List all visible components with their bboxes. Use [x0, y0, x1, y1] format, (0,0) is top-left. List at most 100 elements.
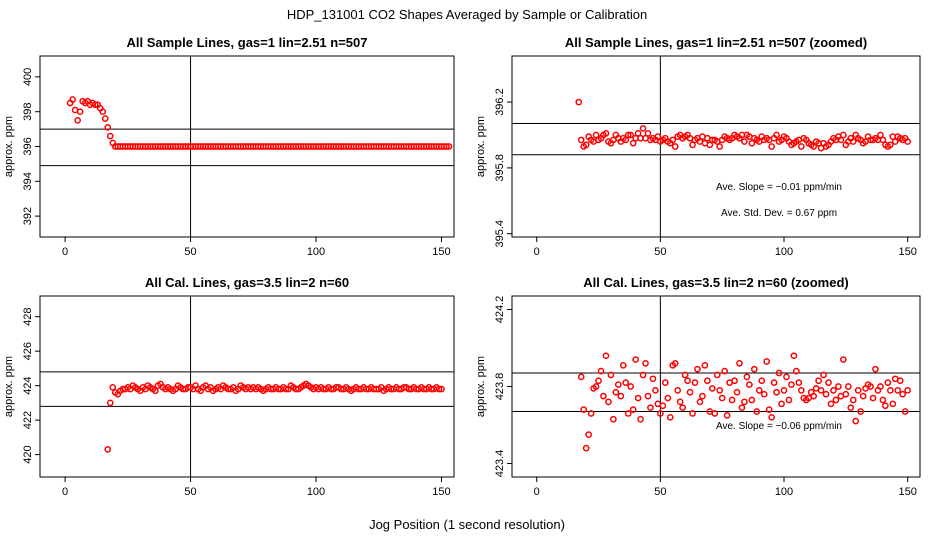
panel-title: All Sample Lines, gas=1 lin=2.51 n=507 — [127, 35, 368, 50]
data-point — [839, 356, 847, 363]
data-point — [758, 377, 766, 385]
y-tick-label: 422 — [22, 411, 34, 429]
data-point — [614, 381, 622, 388]
panel-cal-lines: All Cal. Lines, gas=3.5 lin=2 n=60 0 50 100… — [3, 275, 455, 498]
data-point — [619, 361, 627, 369]
data-point — [109, 384, 117, 391]
data-point — [282, 385, 290, 393]
data-point — [701, 361, 709, 369]
data-point — [820, 371, 827, 379]
data-point — [679, 404, 686, 412]
x-tick-label: 50 — [654, 486, 666, 498]
data-point — [830, 387, 837, 394]
data-point — [849, 138, 857, 145]
data-point — [901, 408, 909, 415]
data-point — [595, 377, 602, 385]
data-point — [778, 400, 785, 408]
data-point — [686, 388, 694, 396]
data-point — [647, 404, 654, 412]
data-point — [718, 394, 726, 402]
plot-frame — [511, 55, 921, 238]
panel-sample-lines-zoomed: All Sample Lines, gas=1 lin=2.51 n=507 (… — [475, 35, 921, 258]
x-tick-label: 150 — [432, 246, 450, 258]
data-point — [835, 383, 842, 390]
data-point — [748, 139, 756, 147]
data-point — [669, 136, 677, 144]
data-point — [882, 402, 889, 410]
data-point — [632, 356, 639, 363]
data-point — [582, 141, 590, 149]
annotation-text: Ave. Slope = −0.01 ppm/min — [716, 182, 842, 193]
data-point — [775, 369, 783, 377]
y-tick-label: 424.2 — [494, 296, 506, 324]
data-point — [817, 387, 825, 394]
data-point — [728, 396, 736, 404]
y-tick-label: 395.4 — [494, 220, 506, 248]
y-axis-label: approx. ppm — [3, 356, 15, 417]
data-point — [768, 413, 775, 421]
data-point — [854, 387, 862, 394]
data-point — [106, 132, 114, 140]
data-point — [76, 108, 84, 116]
data-point — [815, 377, 822, 385]
data-point — [74, 117, 81, 124]
data-point — [580, 406, 588, 413]
y-tick-label: 392 — [22, 207, 34, 225]
data-point — [644, 129, 652, 137]
y-tick-label: 395.8 — [494, 154, 506, 182]
data-point — [706, 141, 714, 149]
y-tick-label: 394 — [22, 172, 34, 190]
data-point — [101, 115, 109, 123]
data-point — [839, 131, 847, 139]
plot-frame — [511, 295, 921, 478]
x-tick-label: 100 — [307, 486, 325, 498]
data-point — [852, 417, 860, 425]
data-point — [694, 365, 701, 373]
data-point — [877, 383, 884, 390]
data-point — [703, 377, 711, 385]
data-point — [904, 387, 911, 394]
data-point — [783, 373, 790, 381]
y-tick-label: 398 — [22, 103, 34, 121]
data-point — [627, 131, 635, 139]
data-point — [657, 410, 664, 417]
data-point — [610, 415, 617, 423]
data-point — [681, 371, 689, 379]
data-point — [746, 381, 753, 388]
data-point — [629, 139, 637, 147]
data-point — [575, 98, 583, 106]
data-point — [659, 402, 667, 410]
data-point — [602, 352, 610, 360]
data-point — [637, 415, 644, 423]
y-axis-label: approx. ppm — [475, 356, 487, 417]
data-point — [788, 381, 795, 388]
data-point — [844, 383, 852, 390]
data-point — [602, 129, 610, 137]
data-point — [731, 377, 738, 385]
data-point — [624, 410, 632, 417]
data-point — [822, 390, 830, 398]
data-point — [629, 406, 637, 413]
data-point — [605, 398, 612, 406]
x-tick-label: 0 — [62, 486, 68, 498]
data-point — [644, 392, 652, 400]
x-tick-label: 0 — [62, 246, 68, 258]
data-point — [671, 143, 679, 150]
data-point — [738, 404, 746, 412]
data-point — [699, 392, 706, 400]
x-tick-label: 150 — [898, 486, 916, 498]
data-point — [884, 379, 892, 386]
panel-title: All Sample Lines, gas=1 lin=2.51 n=507 (… — [565, 35, 867, 50]
data-point — [867, 383, 874, 390]
data-point — [768, 143, 775, 150]
data-point — [612, 388, 620, 396]
data-point — [857, 408, 865, 415]
x-tick-label: 100 — [775, 486, 793, 498]
data-point — [753, 408, 761, 415]
data-point — [622, 379, 630, 386]
data-point — [622, 136, 630, 144]
data-point — [674, 387, 682, 394]
data-point — [827, 400, 835, 408]
data-point — [785, 396, 793, 404]
